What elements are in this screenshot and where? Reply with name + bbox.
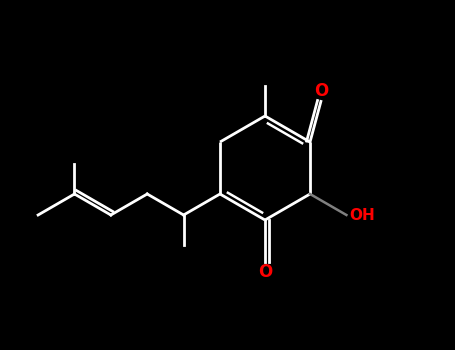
Text: OH: OH — [349, 208, 375, 223]
Text: O: O — [314, 83, 328, 100]
Text: O: O — [258, 263, 272, 281]
